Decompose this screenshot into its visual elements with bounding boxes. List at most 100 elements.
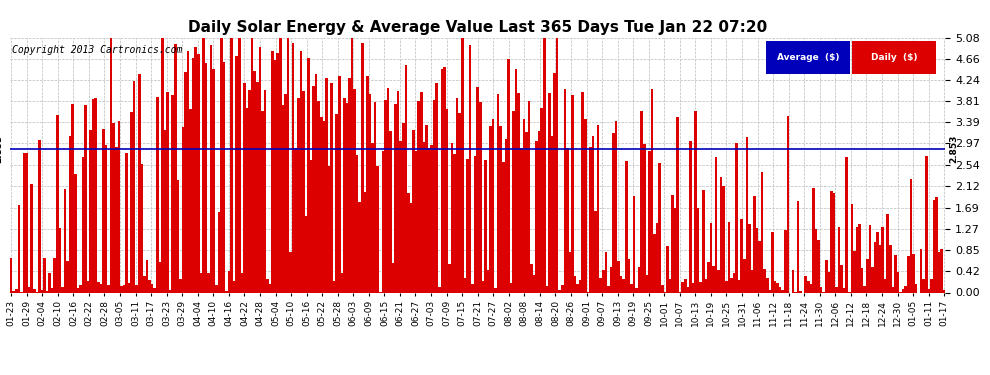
Bar xyxy=(66,261,69,292)
Bar xyxy=(881,226,884,292)
Bar xyxy=(728,222,731,292)
Bar xyxy=(44,258,46,292)
Bar xyxy=(781,290,784,292)
Bar xyxy=(181,127,184,292)
Bar xyxy=(307,58,310,292)
Bar xyxy=(807,281,810,292)
Bar xyxy=(874,242,876,292)
Bar xyxy=(855,227,858,292)
Bar xyxy=(497,94,500,292)
Bar xyxy=(631,284,633,292)
Bar xyxy=(128,283,131,292)
Bar xyxy=(228,271,231,292)
Bar xyxy=(566,147,568,292)
Bar xyxy=(910,179,912,292)
Bar xyxy=(263,90,266,292)
Bar xyxy=(76,288,79,292)
Bar xyxy=(533,275,536,292)
Text: 2.853: 2.853 xyxy=(949,135,958,164)
Bar xyxy=(436,83,438,292)
Bar xyxy=(605,252,607,292)
Bar xyxy=(194,48,197,292)
Bar xyxy=(666,246,668,292)
Bar xyxy=(115,147,118,292)
Bar xyxy=(468,45,471,292)
Bar xyxy=(861,268,863,292)
Bar xyxy=(433,100,436,292)
Bar xyxy=(166,92,169,292)
Bar xyxy=(61,286,63,292)
Bar xyxy=(712,266,715,292)
Bar xyxy=(368,94,371,292)
Bar xyxy=(100,285,102,292)
Bar xyxy=(13,291,15,292)
Bar xyxy=(599,278,602,292)
Bar xyxy=(928,290,930,292)
Bar xyxy=(815,230,818,292)
Title: Daily Solar Energy & Average Value Last 365 Days Tue Jan 22 07:20: Daily Solar Energy & Average Value Last … xyxy=(188,20,767,35)
Bar xyxy=(594,211,597,292)
Bar xyxy=(405,65,407,292)
Bar xyxy=(755,228,758,292)
Bar xyxy=(741,219,742,292)
Bar xyxy=(384,100,387,292)
Bar xyxy=(805,276,807,292)
Bar xyxy=(923,279,925,292)
Bar xyxy=(792,270,794,292)
Bar xyxy=(53,258,56,292)
Bar xyxy=(146,260,148,292)
Bar xyxy=(415,151,418,292)
Bar xyxy=(156,97,158,292)
Bar xyxy=(561,285,563,292)
Bar xyxy=(655,224,658,292)
Bar xyxy=(733,273,736,292)
Bar xyxy=(466,159,468,292)
Bar xyxy=(120,286,123,292)
Bar xyxy=(118,121,120,292)
Bar xyxy=(563,89,566,292)
Bar xyxy=(612,133,615,292)
Bar xyxy=(400,141,402,292)
Bar xyxy=(79,285,81,292)
FancyBboxPatch shape xyxy=(851,41,937,75)
Bar xyxy=(136,285,138,292)
Bar xyxy=(842,288,845,292)
Bar xyxy=(389,131,392,292)
Bar xyxy=(879,245,881,292)
Bar xyxy=(784,230,786,292)
Bar xyxy=(776,283,779,292)
Bar xyxy=(628,259,631,292)
Bar xyxy=(33,290,36,292)
Bar xyxy=(423,142,425,292)
Bar xyxy=(625,161,628,292)
Bar xyxy=(742,259,745,292)
Bar xyxy=(412,130,415,292)
Bar xyxy=(915,285,918,292)
Bar xyxy=(494,288,497,292)
Bar xyxy=(930,279,933,292)
Bar xyxy=(344,98,346,292)
Bar xyxy=(942,290,945,292)
Bar xyxy=(425,124,428,292)
Bar xyxy=(623,279,625,292)
Bar xyxy=(131,112,133,292)
Bar xyxy=(694,111,697,292)
Bar xyxy=(220,38,223,292)
Bar xyxy=(502,162,505,292)
Bar xyxy=(886,214,889,292)
Bar xyxy=(841,265,842,292)
Bar xyxy=(418,101,420,292)
Bar xyxy=(571,95,574,292)
Bar xyxy=(555,38,558,292)
Bar xyxy=(736,143,738,292)
Bar xyxy=(107,285,110,292)
Bar xyxy=(197,54,200,292)
Bar xyxy=(238,38,241,292)
Bar xyxy=(148,280,150,292)
Bar xyxy=(225,291,228,292)
Bar xyxy=(902,289,905,292)
Bar xyxy=(758,241,761,292)
Bar xyxy=(830,191,833,292)
Bar xyxy=(331,83,333,292)
Bar xyxy=(476,87,479,292)
